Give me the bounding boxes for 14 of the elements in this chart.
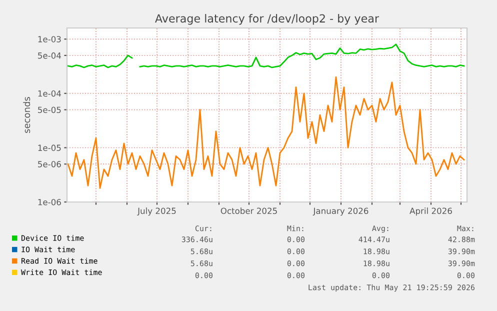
y-tick-label: 1e-06	[38, 198, 61, 206]
chart-title: Average latency for /dev/loop2 - by year	[155, 14, 380, 25]
x-tick-label: April 2026	[410, 208, 452, 216]
y-tick-label: 5e-05	[38, 106, 61, 114]
x-tick-label: January 2026	[312, 208, 368, 216]
x-tick-label: July 2025	[137, 208, 176, 216]
y-tick-label: 1e-04	[38, 90, 61, 97]
y-tick-label: 5e-06	[38, 161, 61, 168]
y-tick-label: 5e-04	[38, 52, 61, 59]
y-tick-label: 1e-05	[38, 144, 61, 151]
y-tick-label: 1e-03	[38, 36, 61, 42]
y-axis-title: seconds	[23, 96, 30, 133]
line-series	[67, 76, 465, 189]
x-tick-label: October 2025	[220, 208, 277, 214]
